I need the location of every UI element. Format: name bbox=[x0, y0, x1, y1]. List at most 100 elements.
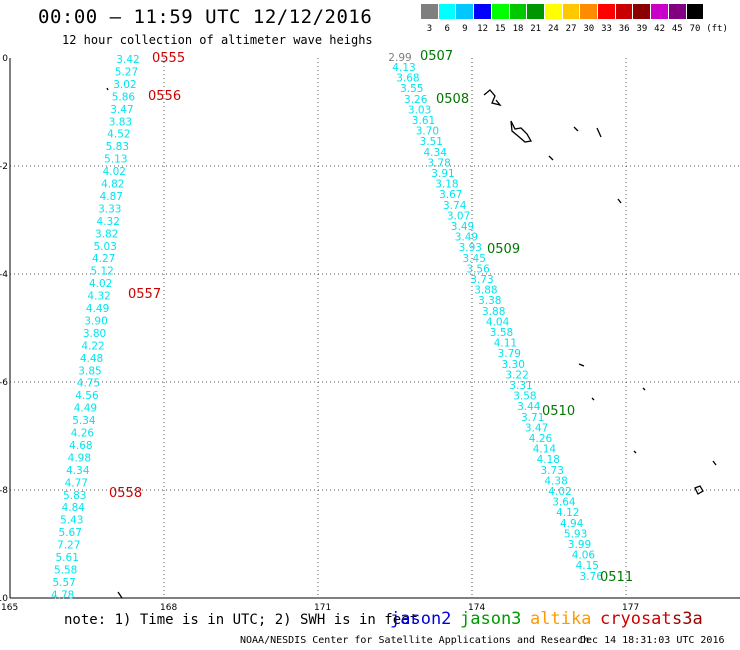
y-tick-label: -2 bbox=[0, 162, 8, 172]
right-track-values: 2.994.133.683.553.263.033.613.703.514.34… bbox=[388, 52, 603, 583]
legend-unit: (ft) bbox=[706, 24, 728, 34]
x-tick-label: 177 bbox=[622, 603, 639, 613]
legend-bin-label: 24 bbox=[547, 24, 559, 34]
map-grid bbox=[10, 58, 740, 598]
swh-value: 4.49 bbox=[86, 303, 109, 315]
y-tick-label: 0 bbox=[2, 54, 8, 64]
swh-value: 4.84 bbox=[62, 502, 86, 514]
island-outline bbox=[548, 155, 554, 161]
swh-value: 3.56 bbox=[466, 263, 490, 275]
swh-value: 2.99 bbox=[388, 52, 411, 64]
swh-value: 4.94 bbox=[560, 518, 584, 530]
footer-note: note: 1) Time is in UTC; 2) SWH is in fe… bbox=[64, 612, 419, 628]
swh-value: 3.55 bbox=[400, 83, 423, 95]
satellite-name: jason3 bbox=[460, 609, 522, 629]
satellite-name: altika bbox=[530, 609, 592, 629]
swh-value: 5.57 bbox=[52, 577, 75, 589]
swh-value: 3.18 bbox=[435, 179, 458, 191]
legend-swatch bbox=[562, 4, 580, 19]
swh-value: 3.51 bbox=[420, 136, 443, 148]
swh-value: 4.77 bbox=[65, 477, 88, 489]
swh-value: 3.47 bbox=[110, 104, 133, 116]
island-outline bbox=[117, 591, 123, 599]
swh-value: 3.91 bbox=[431, 168, 454, 180]
pass-time-label: 0556 bbox=[148, 89, 181, 104]
swh-value: 4.48 bbox=[80, 353, 103, 365]
swh-value: 3.76 bbox=[580, 571, 604, 583]
swh-value: 3.79 bbox=[498, 348, 521, 360]
swh-value: 3.07 bbox=[447, 210, 470, 222]
swh-value: 3.44 bbox=[517, 401, 541, 413]
swh-value: 3.68 bbox=[396, 73, 419, 85]
island-outline bbox=[642, 387, 646, 391]
swh-value: 3.83 bbox=[109, 116, 132, 128]
legend-swatch bbox=[438, 4, 456, 19]
island-outline bbox=[712, 460, 717, 466]
swh-value: 3.33 bbox=[98, 203, 121, 215]
swh-value: 5.34 bbox=[72, 415, 96, 427]
pass-time-label: 0557 bbox=[128, 287, 161, 302]
swh-value: 3.49 bbox=[451, 221, 474, 233]
x-tick-label: 174 bbox=[468, 603, 485, 613]
swh-value: 3.02 bbox=[113, 79, 136, 91]
legend-swatch bbox=[456, 4, 474, 19]
legend-bin-label: 15 bbox=[494, 24, 506, 34]
swh-value: 4.22 bbox=[81, 340, 104, 352]
legend-bin-label: 70 bbox=[689, 24, 701, 34]
swh-value: 4.78 bbox=[51, 589, 74, 601]
x-tick-label: 171 bbox=[314, 603, 331, 613]
x-tick-label: 165 bbox=[1, 603, 18, 613]
legend-bin-label: 6 bbox=[444, 24, 450, 34]
legend-bin-label: 18 bbox=[512, 24, 524, 34]
swh-value: 4.13 bbox=[392, 62, 415, 74]
y-tick-label: -10 bbox=[0, 594, 8, 604]
swh-value: 5.12 bbox=[90, 266, 113, 278]
legend-bin-label: 36 bbox=[618, 24, 630, 34]
swh-value: 3.45 bbox=[463, 253, 486, 265]
swh-value: 4.18 bbox=[537, 454, 560, 466]
legend-swatch bbox=[491, 4, 509, 19]
legend-swatch bbox=[633, 4, 651, 19]
swh-value: 4.15 bbox=[576, 560, 599, 572]
swh-value: 5.27 bbox=[115, 66, 138, 78]
swh-value: 4.02 bbox=[103, 166, 126, 178]
swh-value: 3.71 bbox=[521, 412, 544, 424]
swh-value: 3.74 bbox=[443, 200, 467, 212]
legend-bin-label: 30 bbox=[583, 24, 595, 34]
legend-swatch bbox=[527, 4, 544, 19]
swh-value: 4.52 bbox=[107, 129, 130, 141]
swh-value: 5.93 bbox=[564, 528, 587, 540]
swh-value: 3.88 bbox=[474, 285, 497, 297]
pass-time-labels: 0555 0556 0557 0558 0507 0508 0509 0510 0511 bbox=[109, 49, 633, 585]
island-outline bbox=[617, 198, 622, 204]
island-outline bbox=[591, 397, 595, 401]
swh-value: 3.58 bbox=[490, 327, 513, 339]
swh-value: 5.83 bbox=[106, 141, 129, 153]
swh-value: 5.58 bbox=[54, 564, 77, 576]
swh-value: 3.61 bbox=[412, 115, 435, 127]
swh-value: 4.34 bbox=[424, 147, 448, 159]
swh-value: 4.68 bbox=[69, 440, 92, 452]
y-tick-label: -4 bbox=[0, 270, 8, 280]
swh-value: 4.32 bbox=[97, 216, 120, 228]
swh-value: 5.13 bbox=[104, 154, 127, 166]
swh-value: 3.73 bbox=[470, 274, 493, 286]
swh-value: 3.31 bbox=[509, 380, 532, 392]
swh-value: 4.98 bbox=[68, 452, 91, 464]
swh-value: 3.67 bbox=[439, 189, 462, 201]
swh-value: 4.82 bbox=[101, 179, 124, 191]
satellite-name: s3a bbox=[672, 609, 703, 629]
swh-value: 3.99 bbox=[568, 539, 591, 551]
swh-value: 4.75 bbox=[77, 378, 100, 390]
swh-value: 5.61 bbox=[56, 552, 79, 564]
island-outlines bbox=[106, 87, 717, 599]
swh-value: 4.14 bbox=[533, 444, 557, 456]
swh-value: 5.67 bbox=[59, 527, 82, 539]
swh-value: 3.80 bbox=[83, 328, 106, 340]
credit-line: NOAA/NESDIS Center for Satellite Applica… bbox=[240, 635, 590, 646]
pass-time-label: 0508 bbox=[436, 92, 469, 107]
swh-value: 3.85 bbox=[78, 365, 101, 377]
pass-time-label: 0555 bbox=[152, 51, 185, 66]
island-outline bbox=[510, 120, 533, 143]
